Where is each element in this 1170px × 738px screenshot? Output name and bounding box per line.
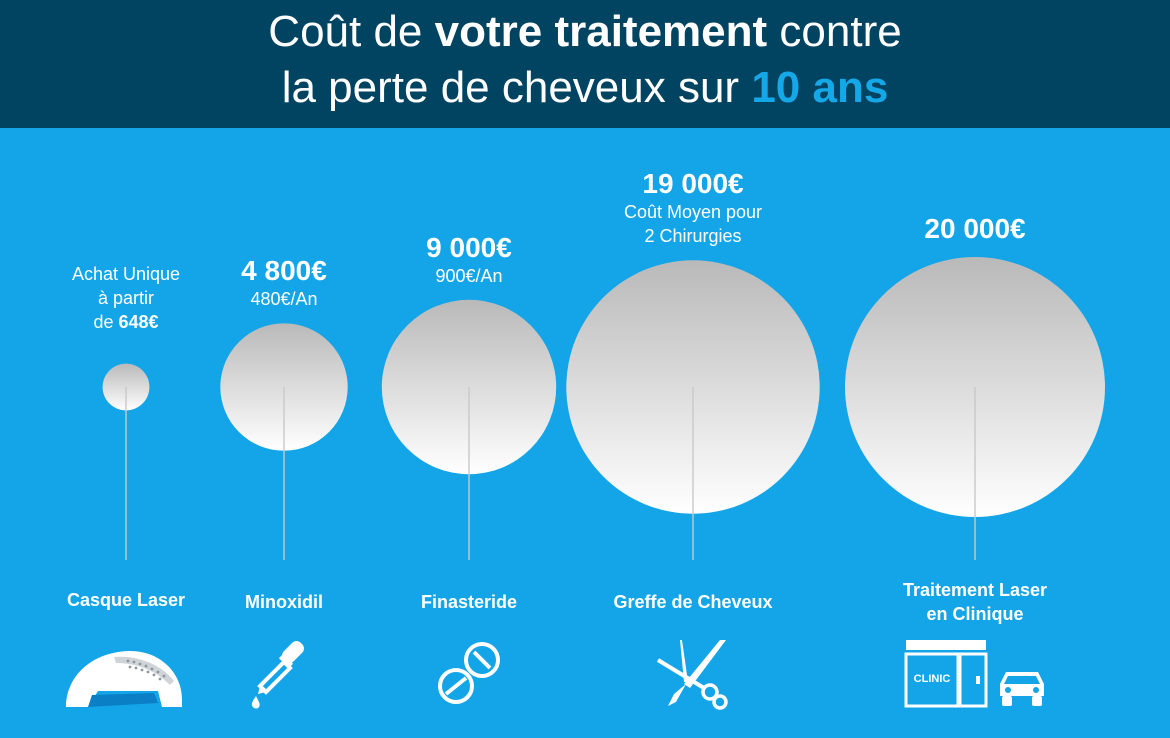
title-line-1: Coût de votre traitement contre [0, 6, 1170, 58]
category-label: Finasteride [420, 592, 518, 612]
title-text: la perte de cheveux sur [281, 63, 752, 112]
title-text: contre [767, 7, 902, 56]
category-label: Casque Laser [66, 590, 186, 610]
cost-note: Coût Moyen pour [623, 202, 763, 223]
clinic-icon: CLINIC [904, 640, 1044, 708]
clinic-sign: CLINIC [914, 673, 951, 685]
cost-label: 20 000€ [924, 213, 1026, 244]
category-label: Greffe de Cheveux [613, 592, 773, 612]
title-text: Coût de [268, 7, 435, 56]
cost-note: Achat Unique [71, 263, 181, 284]
title-banner: Coût de votre traitement contre la perte… [0, 0, 1170, 128]
laser-helmet-icon [66, 650, 182, 707]
cost-note: de 648€ [93, 311, 159, 332]
category-label: Minoxidil [245, 592, 323, 612]
cost-note: 480€/An [250, 289, 318, 310]
cost-label: 4 800€ [241, 255, 327, 287]
scalpel-scissors-icon [656, 640, 728, 710]
cost-label: 19 000€ [642, 168, 744, 200]
title-accent: 10 ans [751, 63, 889, 112]
pills-icon [438, 642, 500, 704]
title-line-2: la perte de cheveux sur 10 ans [0, 62, 1170, 114]
bubble-chart [102, 257, 1105, 560]
dropper-icon [251, 641, 304, 709]
cost-label: 9 000€ [426, 231, 512, 263]
category-label: Traitement Laser [902, 580, 1048, 600]
category-label: en Clinique [926, 604, 1024, 624]
cost-note: à partir [97, 287, 155, 308]
title-bold: votre traitement [434, 7, 768, 56]
cost-note: 2 Chirurgies [644, 226, 742, 247]
cost-note: 900€/An [435, 265, 503, 286]
